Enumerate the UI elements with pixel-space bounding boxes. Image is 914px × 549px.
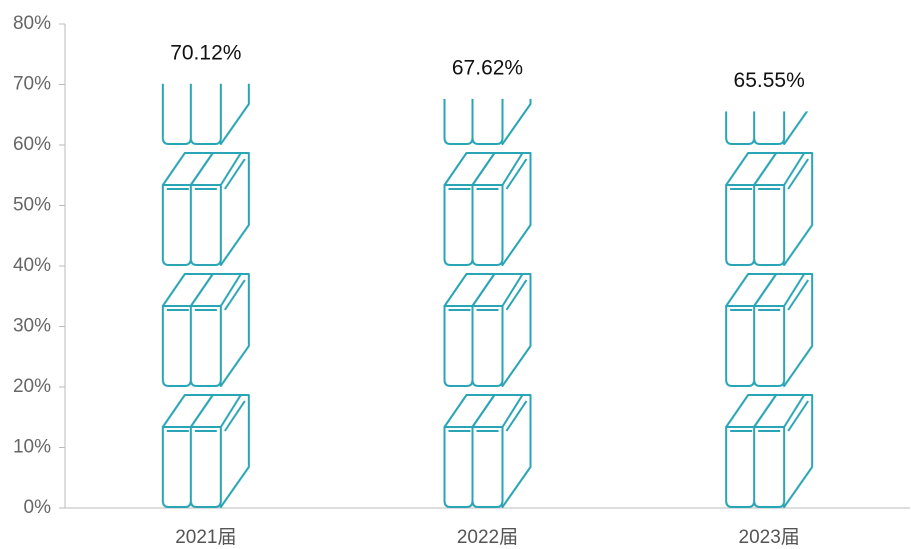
- value-label: 70.12%: [170, 41, 241, 64]
- y-tick-label: 20%: [13, 376, 51, 397]
- x-tick-label: 2023届: [739, 527, 800, 548]
- y-tick-label: 60%: [13, 134, 51, 155]
- value-label: 65.55%: [734, 69, 805, 92]
- x-tick-label: 2021届: [175, 527, 236, 548]
- y-tick-label: 0%: [24, 497, 52, 518]
- y-tick-label: 30%: [13, 316, 51, 337]
- y-tick-label: 50%: [13, 195, 51, 216]
- y-tick-label: 40%: [13, 255, 51, 276]
- bar: [442, 98, 533, 509]
- value-label: 67.62%: [452, 56, 523, 79]
- y-tick-label: 70%: [13, 74, 51, 95]
- bar: [724, 111, 815, 509]
- y-tick-label: 10%: [13, 437, 51, 458]
- bar: [160, 83, 251, 509]
- x-tick-label: 2022届: [457, 527, 518, 548]
- y-tick-label: 80%: [13, 13, 51, 34]
